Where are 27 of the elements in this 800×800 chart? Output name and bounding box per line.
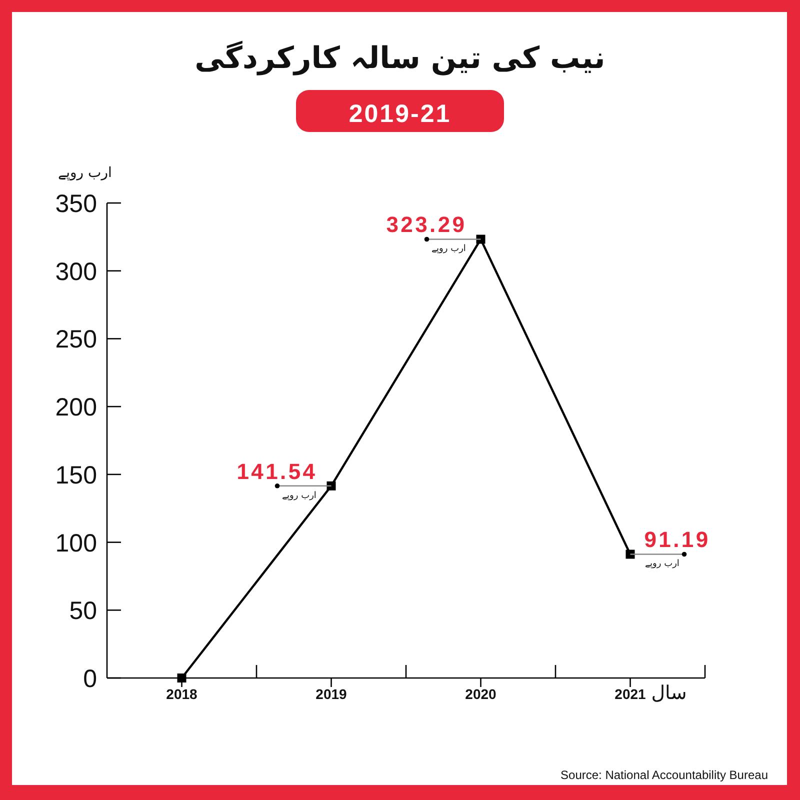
annotation: ارب روپے — [282, 490, 316, 501]
x-axis-title: سال — [651, 682, 687, 704]
y-tick-label: 300 — [55, 258, 97, 286]
x-tick-label: 2020 — [465, 686, 497, 702]
y-tick-label: 350 — [55, 190, 97, 218]
point — [626, 550, 635, 559]
point — [326, 481, 336, 490]
x-tick-label: 2018 — [166, 686, 198, 702]
y-tick-label: 250 — [55, 326, 97, 354]
annotation: ارب روپے — [432, 244, 466, 254]
y-axis-title: ارب روپے — [58, 165, 112, 181]
y-tick-label: 50 — [69, 597, 97, 626]
data-label: 141.54 — [236, 458, 318, 484]
point — [177, 674, 186, 682]
chart-subtitle: 2019-21 — [348, 100, 452, 128]
chart-title: نیب کی تین سالہ کارکردگی — [194, 40, 606, 76]
y-tick-label: 0 — [83, 665, 97, 693]
data-label: 91.19 — [644, 527, 710, 552]
y-tick-label: 150 — [55, 461, 97, 490]
annotation: ارب روپے — [645, 559, 680, 570]
y-tick-label: 200 — [55, 394, 97, 422]
point — [476, 234, 486, 244]
data-label: 323.29 — [386, 212, 467, 238]
y-tick-label: 100 — [55, 529, 97, 558]
source-note: Source: National Accountability Bureau — [560, 768, 768, 782]
x-tick-label: 2019 — [316, 686, 348, 702]
x-tick-label: 2021 — [614, 686, 646, 702]
